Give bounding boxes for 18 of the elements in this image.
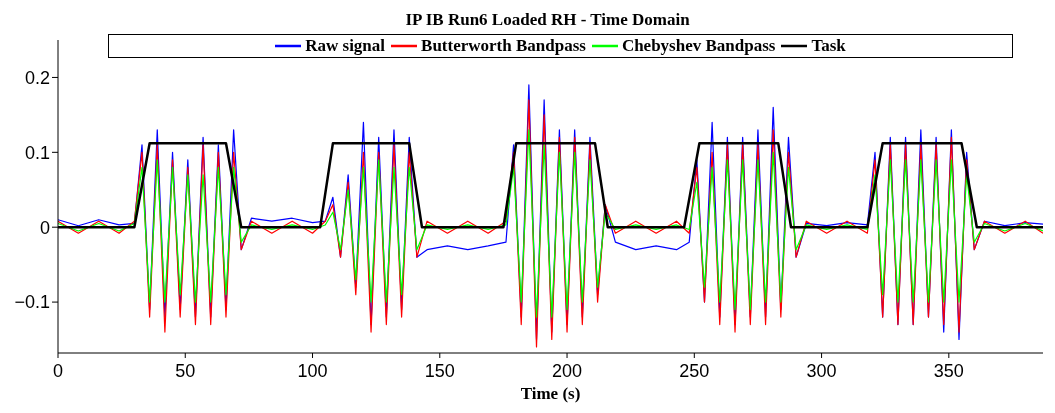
legend-label: Raw signal (305, 35, 386, 57)
legend-label: Chebyshev Bandpass (621, 35, 776, 57)
legend-label: Task (811, 35, 846, 57)
x-tick-label: 200 (552, 360, 583, 381)
x-tick-label: 250 (679, 360, 710, 381)
x-tick-label: 300 (806, 360, 837, 381)
x-tick-label: 350 (933, 360, 964, 381)
x-tick-label: 100 (297, 360, 328, 381)
y-tick-label: −0.1 (14, 292, 50, 313)
x-axis-title: Time (s) (520, 384, 581, 403)
x-tick-label: 0 (52, 360, 64, 381)
x-tick-label: 50 (175, 360, 196, 381)
legend-label: Butterworth Bandpass (421, 35, 586, 57)
chart-title: IP IB Run6 Loaded RH - Time Domain (404, 9, 691, 31)
y-tick-label: 0 (39, 217, 50, 238)
y-tick-label: 0.2 (24, 67, 50, 88)
y-tick-label: 0.1 (24, 142, 50, 163)
x-tick-label: 150 (424, 360, 455, 381)
